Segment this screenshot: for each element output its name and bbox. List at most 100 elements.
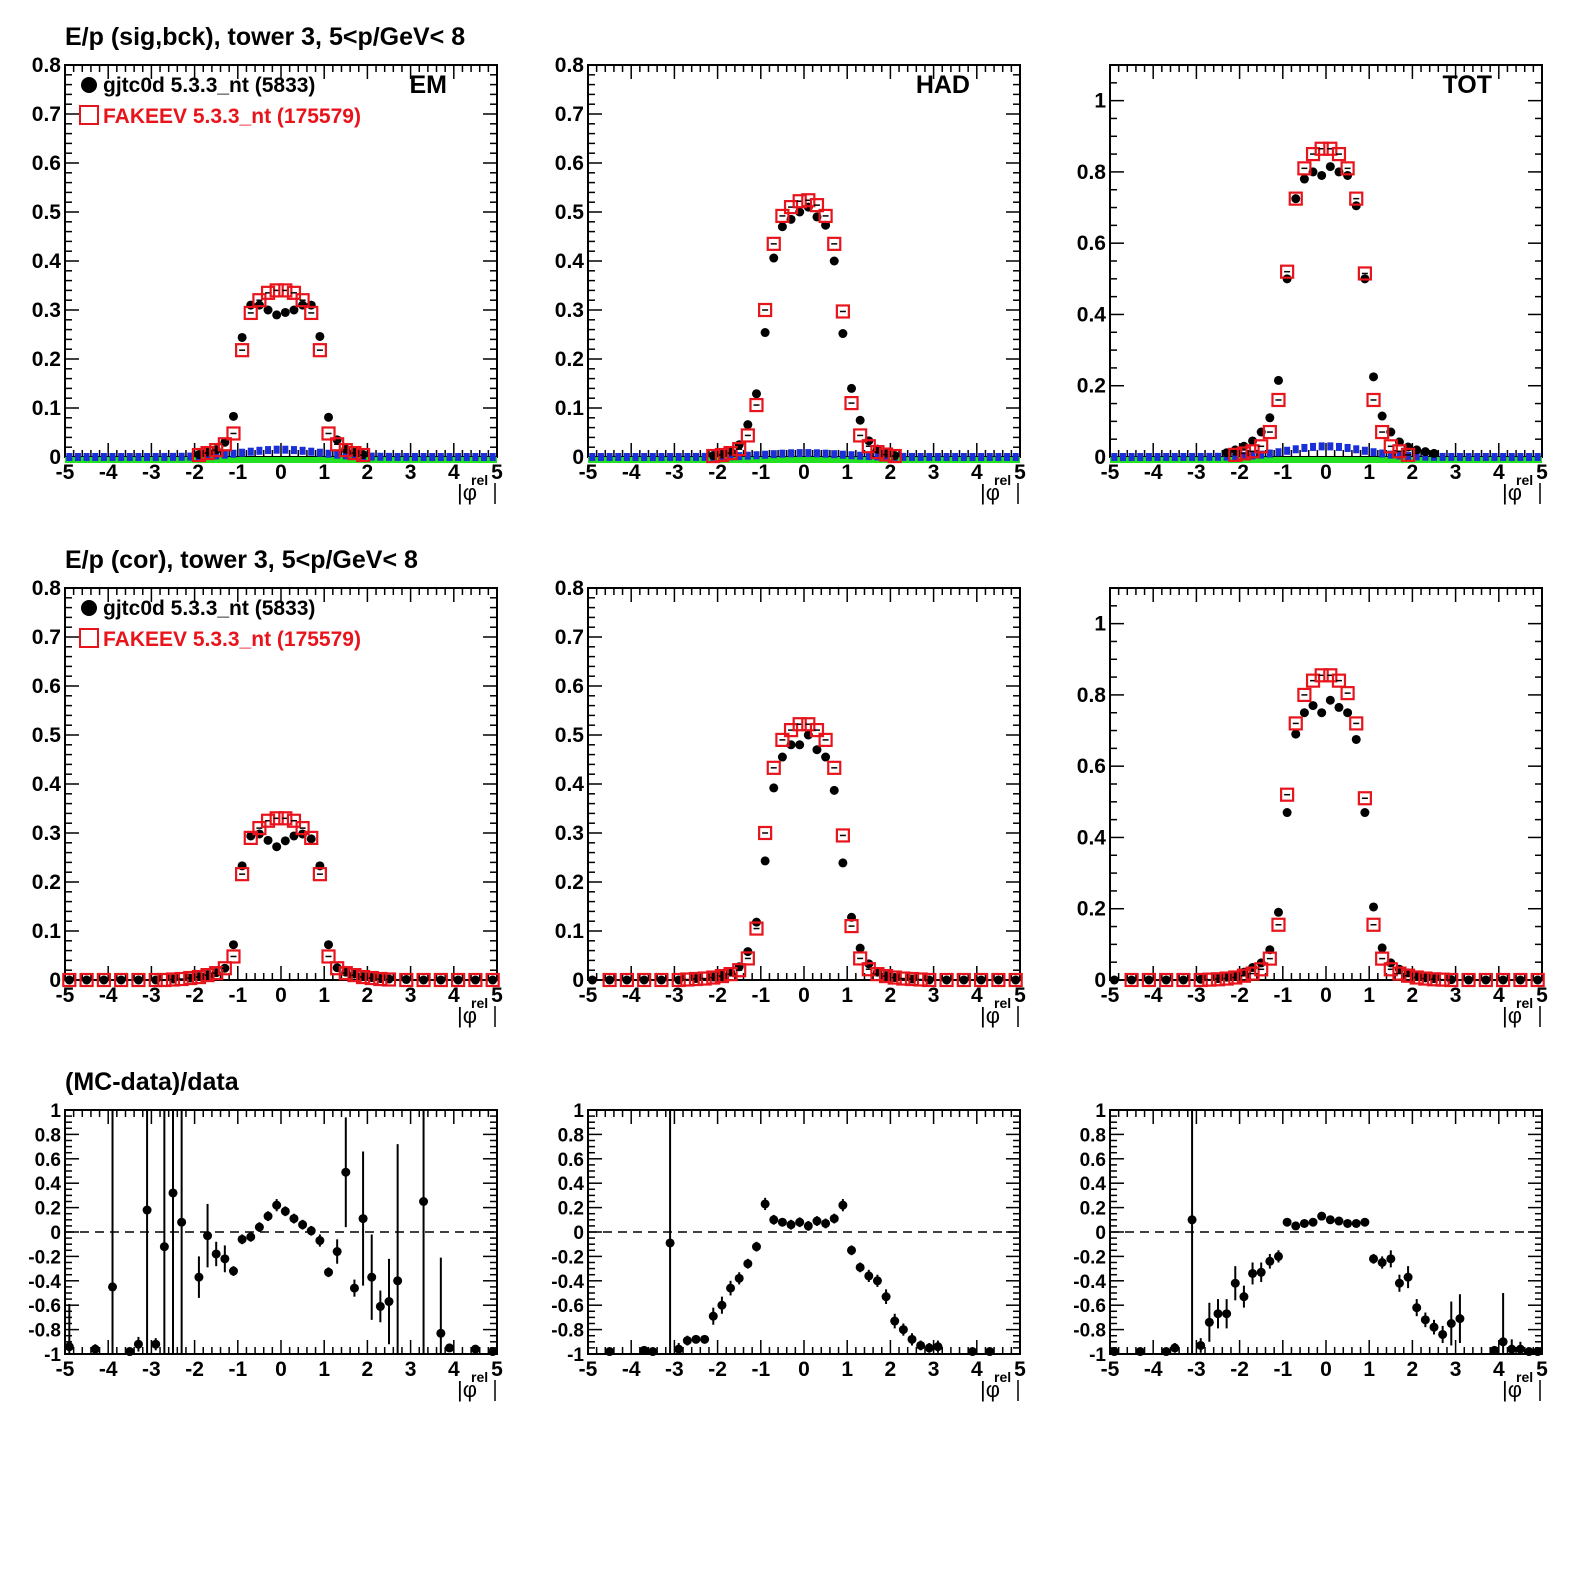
bck-blue-marker	[386, 452, 392, 461]
data-marker	[64, 1342, 74, 1352]
y-tick-label: 0.8	[1080, 1125, 1106, 1146]
data-marker	[1273, 907, 1283, 917]
x-tick-label: -3	[1187, 1358, 1206, 1381]
x-tick-label: 5	[491, 461, 503, 484]
x-tick-label: 2	[1407, 1358, 1419, 1381]
mc-marker	[749, 397, 764, 413]
x-tick-label: -5	[56, 1358, 75, 1381]
bck-blue-marker	[437, 452, 444, 461]
data-marker	[470, 1344, 480, 1354]
bck-blue-marker	[1215, 452, 1221, 461]
x-tick-label: -1	[1273, 984, 1292, 1007]
legend: gjtc0d 5.3.3_nt (5833) FAKEEV 5.3.3_nt (1…	[79, 597, 361, 651]
x-tick-label: -4	[99, 984, 118, 1007]
mc-marker	[381, 972, 397, 987]
mc-marker	[922, 972, 937, 988]
data-marker	[1282, 274, 1292, 284]
y-tick-label: 0.2	[555, 348, 584, 371]
x-tick-label: -1	[751, 461, 770, 484]
mc-marker	[1262, 424, 1277, 440]
data-marker	[1230, 1278, 1240, 1288]
y-tick-label: -0.6	[1073, 1296, 1106, 1317]
x-tick-label: -3	[665, 461, 684, 484]
mc-marker	[217, 437, 232, 452]
x-tick-label: -2	[1230, 461, 1249, 484]
mc-marker	[766, 236, 781, 251]
x-tick-label: -5	[579, 984, 598, 1007]
x-tick-label: 3	[405, 1358, 417, 1381]
bck-blue-marker	[377, 452, 384, 461]
y-tick-label: 0.6	[32, 152, 61, 175]
legend-data-marker	[81, 77, 97, 93]
data-marker	[220, 1254, 230, 1264]
y-tick-label: -0.8	[28, 1321, 61, 1342]
x-tick-label: -1	[751, 1358, 770, 1381]
x-axis-title-sup: rel	[471, 1369, 488, 1385]
y-tick-label: 1	[573, 1101, 584, 1122]
y-tick-label: 0	[1094, 446, 1106, 469]
mc-marker	[355, 447, 371, 463]
x-tick-label: -2	[1230, 984, 1249, 1007]
y-tick-label: 0.7	[32, 103, 61, 126]
mc-marker	[835, 304, 850, 319]
data-marker	[777, 752, 787, 762]
x-tick-label: 0	[798, 1358, 810, 1381]
mc-marker	[79, 972, 94, 988]
data-marker	[375, 1301, 385, 1311]
data-marker	[1420, 1315, 1430, 1325]
data-marker	[1429, 1322, 1439, 1332]
data-marker	[1291, 729, 1301, 739]
bck-blue-marker	[701, 452, 708, 461]
bck-blue-marker	[822, 449, 829, 458]
mc-marker	[844, 396, 859, 411]
bck-blue-marker	[1422, 452, 1429, 461]
bck-blue-marker	[161, 452, 168, 461]
row1-title: E/p (sig,bck), tower 3, 5<p/GeV< 8	[65, 23, 465, 51]
y-tick-label: 0.4	[32, 250, 62, 273]
data-marker	[751, 389, 761, 399]
data-marker	[315, 331, 325, 341]
bck-blue-marker	[429, 452, 436, 461]
x-tick-label: -2	[185, 984, 204, 1007]
x-axis-title-sup: rel	[471, 995, 488, 1011]
series-mc	[602, 717, 1023, 988]
bck-blue-marker	[649, 452, 656, 461]
x-axis-title-sup: rel	[994, 995, 1011, 1011]
mc-marker	[1280, 264, 1295, 279]
y-tick-label: -1	[1089, 1345, 1106, 1366]
y-tick-label: 0.4	[555, 773, 585, 796]
y-tick-label: -0.4	[551, 1272, 584, 1293]
mc-marker	[295, 293, 310, 308]
series-mc	[62, 811, 500, 988]
mc-marker	[243, 305, 258, 321]
mc-marker	[1409, 970, 1424, 985]
x-tick-label: -2	[185, 461, 204, 484]
x-tick-label: 5	[1536, 1358, 1548, 1381]
mc-marker	[1141, 972, 1156, 988]
mc-marker	[749, 921, 764, 936]
series-data	[587, 730, 1021, 985]
data-marker	[812, 745, 822, 755]
x-tick-label: 1	[841, 984, 853, 1007]
x-tick-label: -2	[708, 1358, 727, 1381]
x-tick-label: -1	[228, 1358, 247, 1381]
y-tick-label: 0.4	[555, 250, 585, 273]
data-marker	[1256, 1267, 1266, 1277]
y-tick-label: 0	[573, 1223, 584, 1244]
y-tick-label: 0.1	[32, 397, 62, 420]
bck-blue-marker	[247, 447, 254, 456]
mc-marker	[1008, 972, 1023, 988]
bck-blue-marker	[446, 452, 453, 461]
data-marker	[280, 307, 290, 317]
mc-marker	[191, 969, 207, 985]
mc-marker	[304, 830, 319, 846]
data-marker	[228, 1266, 238, 1276]
data-marker	[855, 943, 865, 953]
data-marker	[1282, 1217, 1292, 1227]
x-tick-label: -3	[142, 984, 161, 1007]
mc-marker	[468, 972, 483, 988]
bck-blue-marker	[1456, 452, 1463, 461]
mc-marker	[853, 428, 868, 443]
